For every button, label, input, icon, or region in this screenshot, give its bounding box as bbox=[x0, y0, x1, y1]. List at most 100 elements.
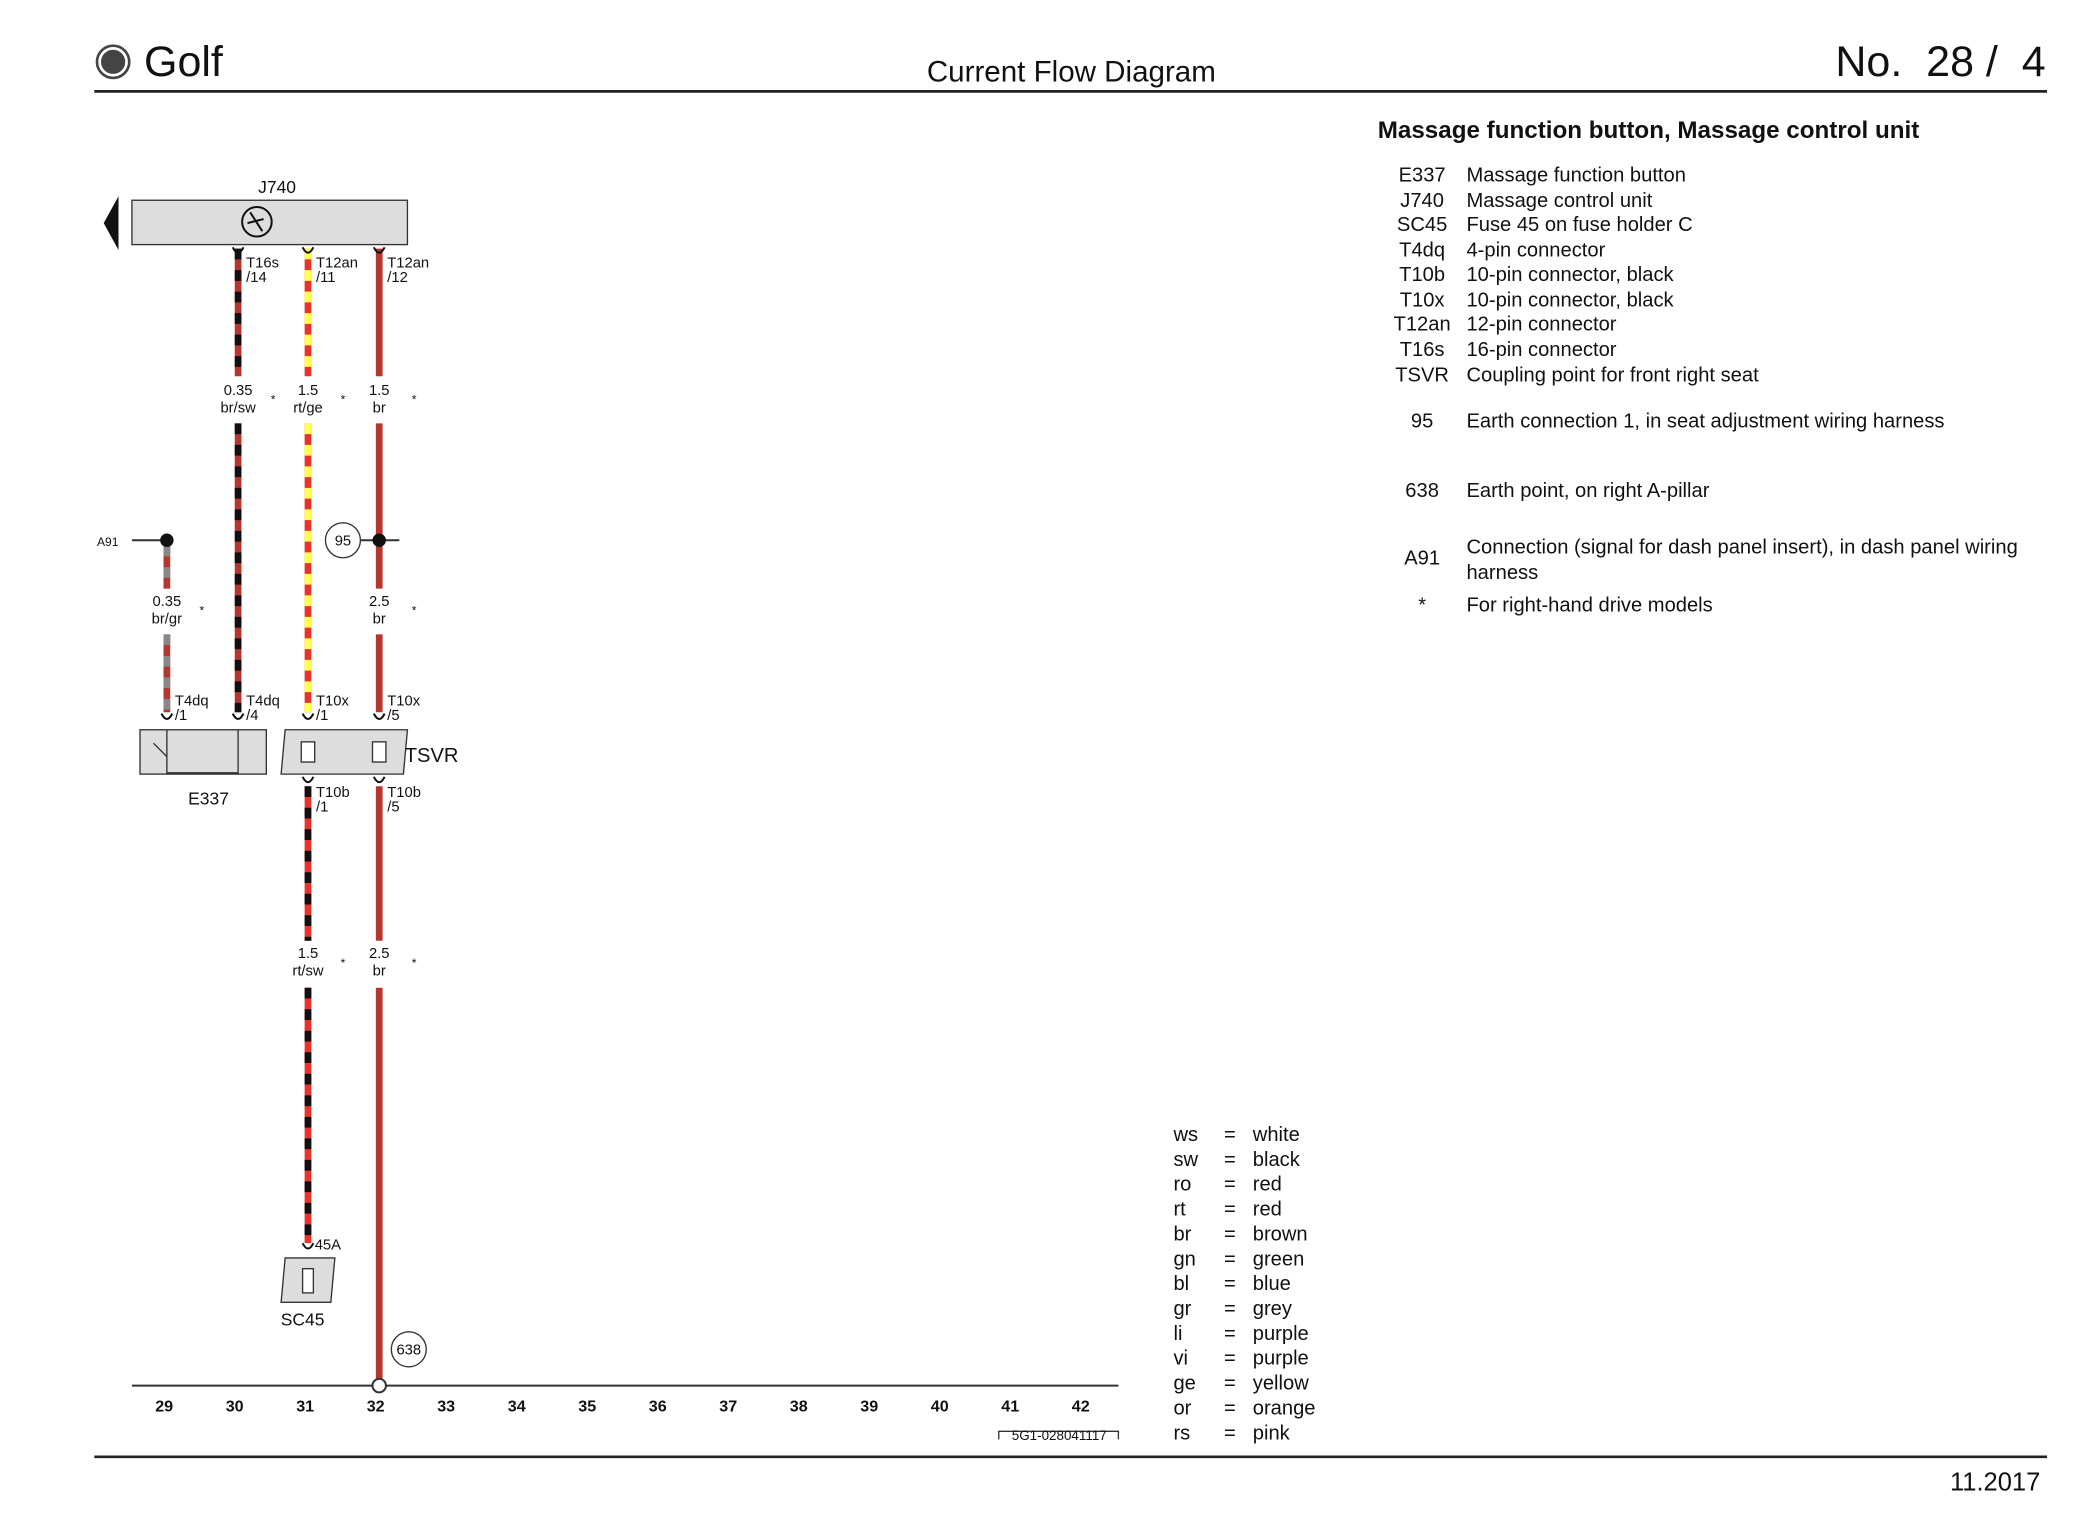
color-name: blue bbox=[1253, 1273, 1291, 1295]
color-name: green bbox=[1253, 1248, 1305, 1270]
a91-label: A91 bbox=[97, 535, 119, 549]
connector-name: T10b bbox=[316, 785, 350, 801]
color-abbr: br bbox=[1173, 1223, 1191, 1245]
tsvr-label: TSVR bbox=[405, 745, 459, 767]
legend-code: T16s bbox=[1400, 339, 1445, 361]
connector-symbol bbox=[301, 713, 315, 720]
switch-symbol bbox=[152, 729, 239, 774]
color-abbr: rs bbox=[1173, 1422, 1190, 1444]
connector-symbol bbox=[372, 246, 386, 254]
j740-box bbox=[131, 199, 409, 246]
logo-ring bbox=[98, 47, 128, 77]
color-name: white bbox=[1252, 1124, 1300, 1146]
color-name: orange bbox=[1253, 1397, 1316, 1419]
e337-label: E337 bbox=[188, 788, 229, 808]
color-abbr: ge bbox=[1173, 1373, 1195, 1395]
legend-code: E337 bbox=[1399, 164, 1446, 186]
motor-icon-mark bbox=[247, 211, 264, 232]
connector-pin: /5 bbox=[387, 708, 399, 724]
column-number: 40 bbox=[931, 1397, 949, 1415]
column-number: 33 bbox=[437, 1397, 455, 1415]
earth-point bbox=[371, 1377, 387, 1394]
wire-size: 0.35 bbox=[152, 594, 181, 610]
column-number: 34 bbox=[508, 1397, 526, 1415]
junction bbox=[160, 533, 174, 547]
legend-code: * bbox=[1418, 594, 1426, 616]
color-name: pink bbox=[1253, 1422, 1291, 1444]
earth-638-label: 638 bbox=[396, 1343, 421, 1359]
legend-code: A91 bbox=[1404, 547, 1440, 569]
connector-pin: /14 bbox=[246, 270, 267, 286]
color-abbr: bl bbox=[1173, 1273, 1189, 1295]
connector-pin: /1 bbox=[316, 800, 328, 816]
legend-text: Massage function button bbox=[1466, 164, 1685, 186]
wire-size: 2.5 bbox=[369, 946, 390, 962]
color-sep: = bbox=[1224, 1298, 1236, 1320]
wire-size: 1.5 bbox=[369, 383, 390, 399]
connector-symbol bbox=[301, 246, 315, 254]
color-sep: = bbox=[1224, 1373, 1236, 1395]
earth-95-label: 95 bbox=[335, 534, 351, 550]
legend-code: T10x bbox=[1400, 289, 1445, 311]
legend-code: T10b bbox=[1399, 264, 1445, 286]
legend-code: T4dq bbox=[1399, 240, 1445, 262]
color-name: purple bbox=[1253, 1323, 1309, 1345]
connector-name: T10x bbox=[387, 693, 420, 709]
wire-size: 0.35 bbox=[224, 383, 253, 399]
color-sep: = bbox=[1224, 1422, 1236, 1444]
legend-text: 10-pin connector, black bbox=[1466, 289, 1674, 311]
legend-code: SC45 bbox=[1397, 214, 1447, 236]
color-abbr: vi bbox=[1173, 1348, 1188, 1370]
column-number: 36 bbox=[649, 1397, 667, 1415]
connector-symbol bbox=[160, 713, 174, 720]
wire-color: br/gr bbox=[152, 611, 182, 627]
connector-symbol bbox=[231, 713, 245, 720]
connector-symbol bbox=[301, 776, 315, 784]
color-sep: = bbox=[1224, 1124, 1236, 1146]
color-sep: = bbox=[1224, 1174, 1236, 1196]
color-abbr: sw bbox=[1173, 1149, 1198, 1171]
connector-name: T4dq bbox=[175, 693, 209, 709]
connector-symbol bbox=[301, 1242, 315, 1250]
legend-text: 10-pin connector, black bbox=[1466, 264, 1674, 286]
connector-symbol bbox=[231, 246, 245, 254]
color-sep: = bbox=[1224, 1223, 1236, 1245]
rhd-mark: * bbox=[341, 393, 346, 407]
color-name: red bbox=[1253, 1199, 1282, 1221]
j740-label: J740 bbox=[258, 177, 296, 197]
legend-text: 16-pin connector bbox=[1466, 339, 1616, 361]
connector-name: 45A bbox=[315, 1238, 341, 1254]
wire-color: br/sw bbox=[220, 400, 256, 416]
legend-text: Massage control unit bbox=[1466, 190, 1652, 212]
rhd-mark: * bbox=[412, 393, 417, 407]
wire-size: 2.5 bbox=[369, 594, 390, 610]
wire-size: 1.5 bbox=[298, 383, 319, 399]
column-number: 31 bbox=[296, 1397, 314, 1415]
brand: Golf bbox=[144, 38, 224, 86]
sheet-number: No. 28 / 4 bbox=[1835, 38, 2045, 86]
legend-code: 638 bbox=[1405, 480, 1439, 502]
color-abbr: ro bbox=[1173, 1174, 1191, 1196]
rhd-mark: * bbox=[271, 393, 276, 407]
connector-pin: /4 bbox=[246, 708, 258, 724]
motor-icon bbox=[241, 205, 273, 238]
earth-638 bbox=[390, 1331, 427, 1368]
color-name: yellow bbox=[1253, 1373, 1309, 1395]
connector-name: T12an bbox=[387, 255, 429, 271]
legend-text-box: Connection (signal for dash panel insert… bbox=[1466, 536, 2017, 584]
sc45-label: SC45 bbox=[281, 1310, 325, 1330]
rhd-mark: * bbox=[412, 956, 417, 970]
pin bbox=[371, 741, 387, 763]
connector-name: T10x bbox=[316, 693, 349, 709]
column-number: 35 bbox=[578, 1397, 596, 1415]
date: 11.2017 bbox=[1950, 1468, 2040, 1496]
arrow bbox=[103, 196, 119, 250]
legend-code: 95 bbox=[1411, 410, 1433, 432]
color-name: brown bbox=[1253, 1223, 1308, 1245]
wire-color: br bbox=[373, 964, 386, 980]
color-abbr: or bbox=[1173, 1397, 1191, 1419]
connector-symbol bbox=[372, 713, 386, 720]
legend-text: 4-pin connector bbox=[1466, 240, 1605, 262]
